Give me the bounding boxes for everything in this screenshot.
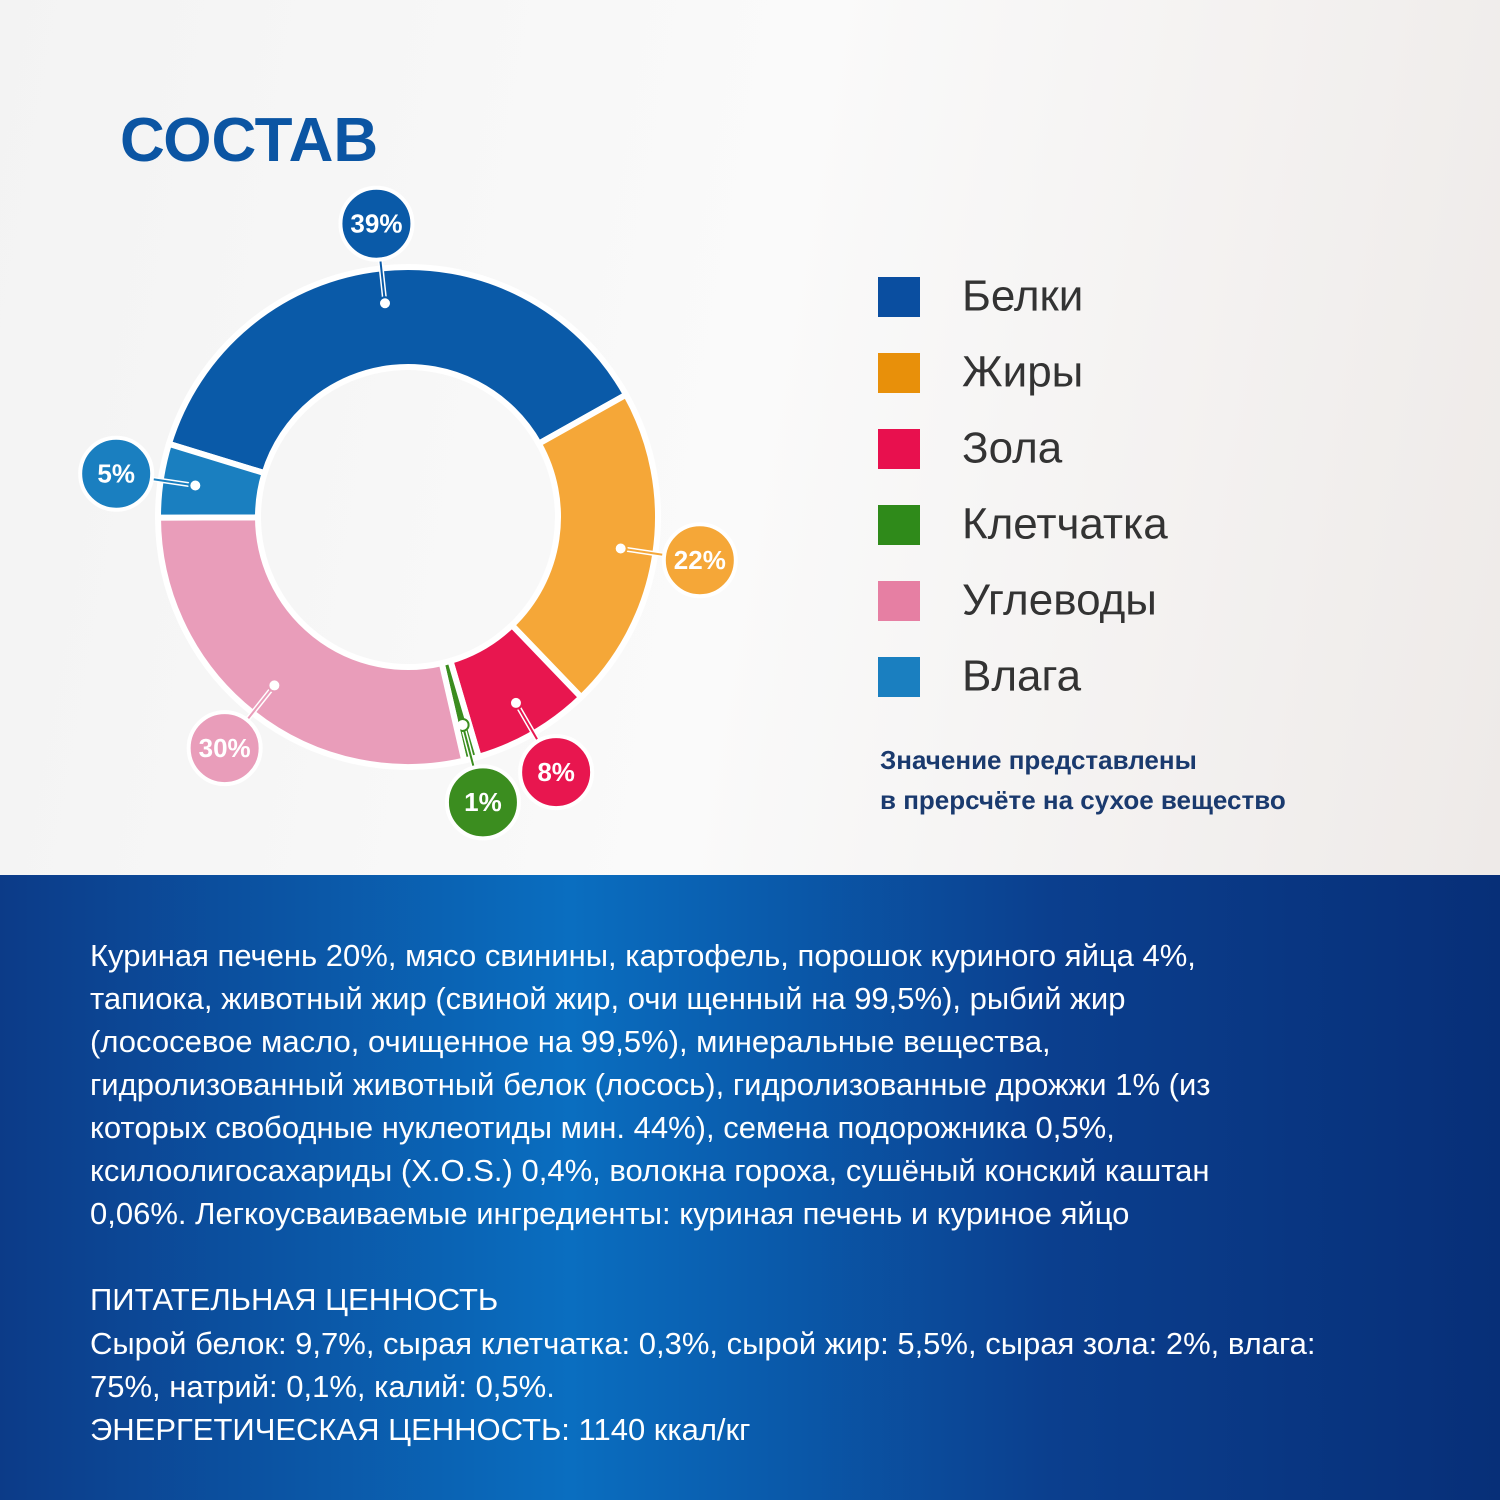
connector-dot	[613, 541, 628, 556]
connector-dot	[267, 678, 282, 693]
legend-swatch	[878, 353, 920, 393]
legend-label: Клетчатка	[962, 500, 1168, 549]
legend-swatch	[878, 581, 920, 621]
donut-segment	[507, 390, 661, 702]
text-line: ПИТАТЕЛЬНАЯ ЦЕННОСТЬ	[90, 1282, 499, 1317]
text-line: ЭНЕРГЕТИЧЕСКАЯ ЦЕННОСТЬ: 1140 ккал/кг	[90, 1412, 751, 1447]
note: Значение представлены	[880, 745, 1197, 775]
donut-segment	[154, 514, 468, 770]
text-line: ксилоолигосахариды (X.O.S.) 0,4%, волокн…	[90, 1153, 1210, 1188]
value-label: 39%	[350, 209, 402, 239]
text-line: гидролизованный животный белок (лосось),…	[90, 1067, 1211, 1102]
legend-label: Влага	[962, 652, 1082, 701]
text-line: тапиока, животный жир (свиной жир, очи щ…	[90, 981, 1126, 1016]
legend-label: Белки	[962, 272, 1083, 321]
text-line: 0,06%. Легкоусваиваемые ингредиенты: кур…	[90, 1196, 1130, 1231]
text-line: (лососевое масло, очищенное на 99,5%), м…	[90, 1024, 1051, 1059]
label-bubble	[518, 734, 595, 811]
text-line: Сырой белок: 9,7%, сырая клетчатка: 0,3%…	[90, 1326, 1316, 1361]
value-label: 22%	[674, 545, 726, 575]
legend-label: Углеводы	[962, 576, 1157, 625]
label-bubble	[444, 764, 521, 841]
chart: 39% 22% 8% 1% 30% 5% Белки Жиры Зола Клетчатка Угл…	[78, 185, 1168, 841]
legend-label: Жиры	[962, 348, 1083, 397]
value-label: 5%	[97, 459, 135, 489]
legend-swatch	[878, 429, 920, 469]
text-line: 75%, натрий: 0,1%, калий: 0,5%.	[90, 1369, 555, 1404]
connector-dot	[508, 695, 523, 710]
text-line: Куриная печень 20%, мясо свинины, картоф…	[90, 938, 1196, 973]
title: СОСТАВ	[120, 106, 379, 175]
bottom-panel	[0, 875, 1500, 1500]
legend-label: Зола	[962, 424, 1063, 473]
connector-dot	[377, 296, 392, 311]
legend-swatch	[878, 277, 920, 317]
connector-dot	[188, 478, 203, 493]
label-bubble	[661, 522, 738, 599]
label-bubble	[338, 185, 415, 262]
text-line: которых свободные нуклеотиды мин. 44%), …	[90, 1110, 1115, 1145]
legend-swatch	[878, 505, 920, 545]
note: в прерсчёте на сухое вещество	[880, 785, 1286, 815]
value-label: 1%	[464, 787, 502, 817]
label-bubble	[186, 710, 263, 787]
donut-segment	[165, 264, 631, 477]
value-label: 8%	[537, 757, 575, 787]
donut-segment	[155, 440, 269, 521]
label-bubble	[78, 435, 155, 512]
value-label: 30%	[199, 733, 251, 763]
legend-swatch	[878, 657, 920, 697]
